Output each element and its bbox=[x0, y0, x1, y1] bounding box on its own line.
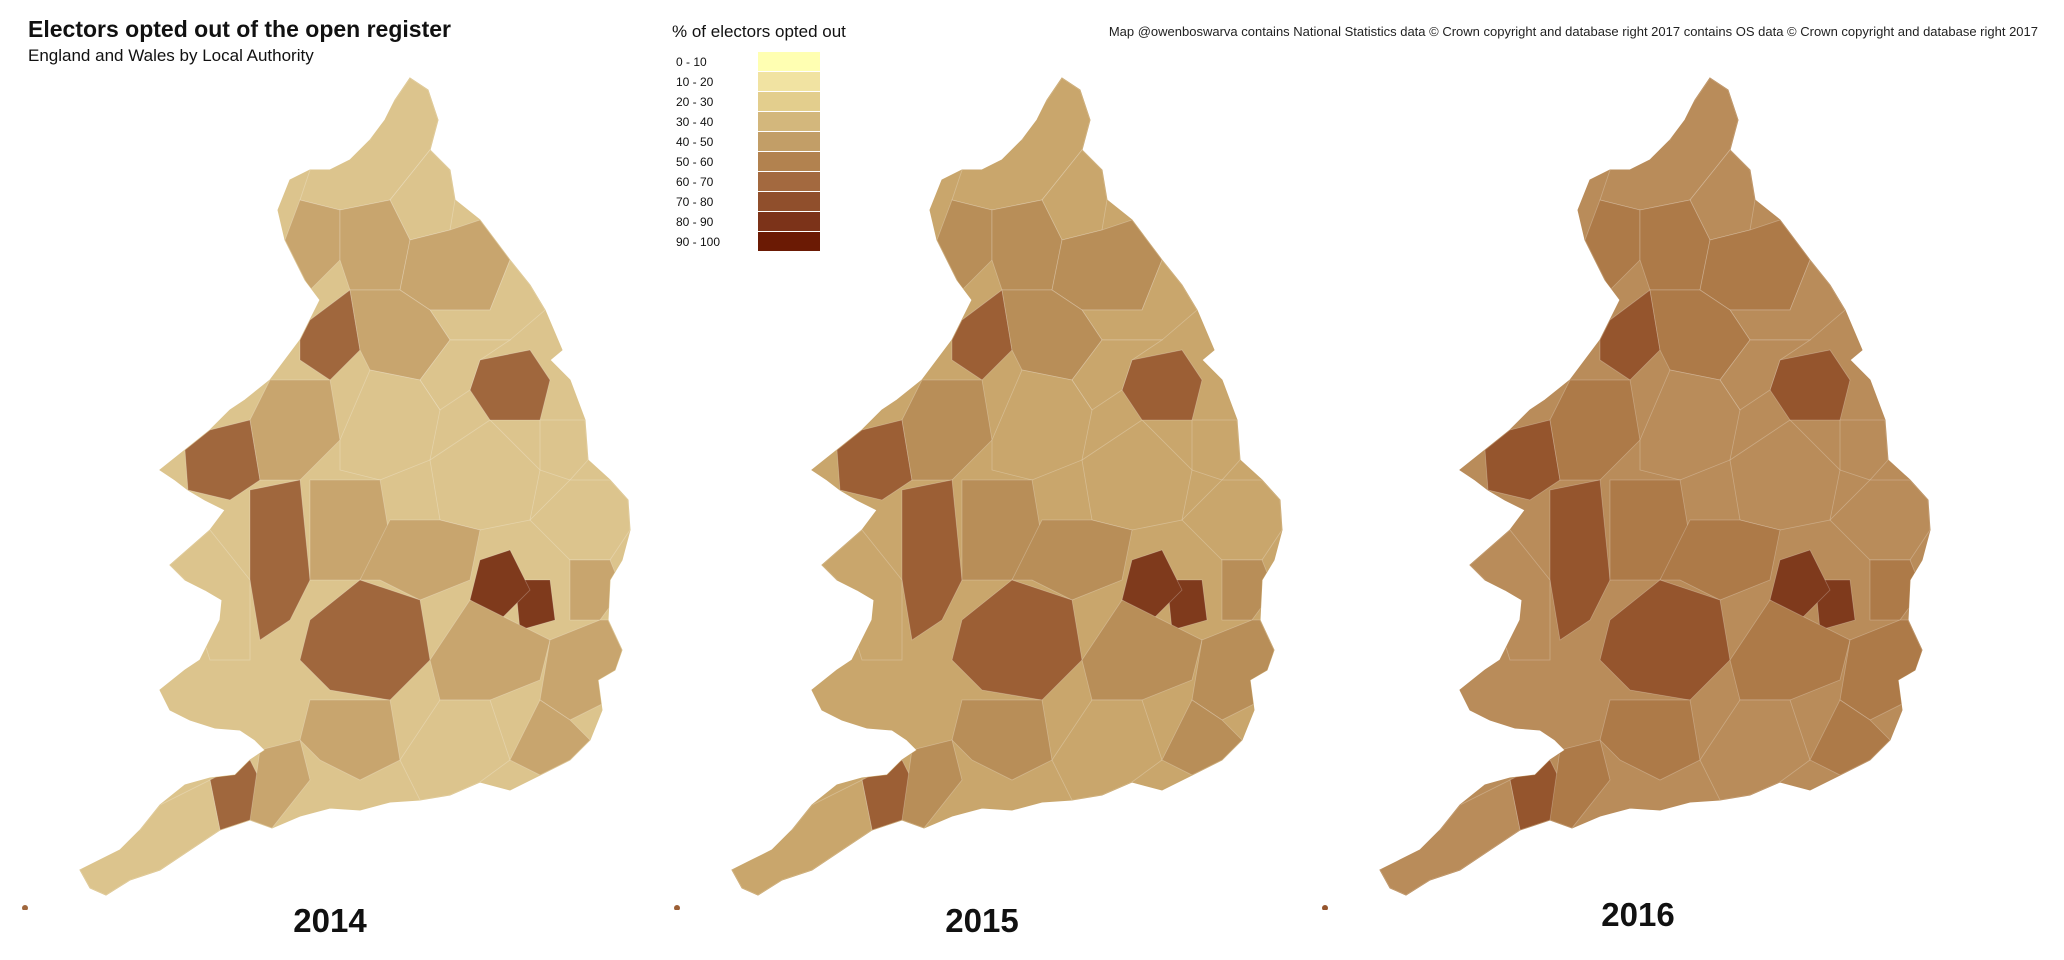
legend-swatch bbox=[758, 232, 820, 252]
legend: % of electors opted out 0 - 10 10 - 20 20 … bbox=[672, 22, 846, 252]
legend-item-label: 30 - 40 bbox=[676, 115, 714, 129]
isles-of-scilly bbox=[674, 905, 680, 910]
legend-item: 80 - 90 bbox=[672, 212, 846, 232]
local-authority-region bbox=[1839, 419, 1889, 481]
local-authority-region bbox=[951, 579, 1083, 701]
legend-item-label: 70 - 80 bbox=[676, 195, 714, 209]
local-authority-region bbox=[991, 369, 1093, 481]
legend-swatch bbox=[758, 152, 820, 172]
legend-item: 20 - 30 bbox=[672, 92, 846, 112]
local-authority-region bbox=[539, 419, 589, 481]
legend-item-label: 40 - 50 bbox=[676, 135, 714, 149]
legend-item: 90 - 100 bbox=[672, 232, 846, 252]
local-authority-region bbox=[1769, 549, 1831, 621]
legend-item: 40 - 50 bbox=[672, 132, 846, 152]
local-authority-region bbox=[732, 779, 873, 895]
legend-swatch bbox=[758, 172, 820, 192]
legend-swatch bbox=[758, 212, 820, 232]
legend-swatch bbox=[758, 132, 820, 152]
legend-swatch bbox=[758, 72, 820, 92]
map-credit: Map @owenboswarva contains National Stat… bbox=[1108, 24, 2038, 39]
local-authority-region bbox=[1161, 699, 1243, 776]
legend-item: 10 - 20 bbox=[672, 72, 846, 92]
local-authority-region bbox=[509, 699, 591, 776]
legend-swatch bbox=[758, 112, 820, 132]
local-authority-region bbox=[1380, 779, 1521, 895]
year-label: 2015 bbox=[945, 902, 1019, 939]
legend-swatch bbox=[758, 92, 820, 112]
choropleth-map-2016 bbox=[1322, 77, 1931, 910]
local-authority-region bbox=[469, 549, 531, 621]
legend-item-label: 10 - 20 bbox=[676, 75, 714, 89]
legend-swatch bbox=[758, 52, 820, 72]
choropleth-map-2014 bbox=[22, 77, 631, 910]
local-authority-region bbox=[1121, 549, 1183, 621]
legend-rows: 0 - 10 10 - 20 20 - 30 30 - 40 40 - 50 50 - 6… bbox=[672, 52, 846, 252]
legend-item: 0 - 10 bbox=[672, 52, 846, 72]
legend-item: 70 - 80 bbox=[672, 192, 846, 212]
local-authority-region bbox=[249, 739, 311, 829]
local-authority-region bbox=[80, 779, 221, 895]
local-authority-region bbox=[1639, 369, 1741, 481]
local-authority-region bbox=[1659, 519, 1781, 601]
local-authority-region bbox=[299, 579, 431, 701]
map-title: Electors opted out of the open register bbox=[28, 16, 451, 42]
legend-item-label: 60 - 70 bbox=[676, 175, 714, 189]
legend-item: 50 - 60 bbox=[672, 152, 846, 172]
legend-item-label: 0 - 10 bbox=[676, 55, 707, 69]
year-label: 2014 bbox=[293, 902, 367, 939]
legend-title: % of electors opted out bbox=[672, 22, 846, 41]
local-authority-region bbox=[1011, 519, 1133, 601]
legend-item: 30 - 40 bbox=[672, 112, 846, 132]
authority-regions bbox=[1380, 78, 1930, 895]
map-subtitle: England and Wales by Local Authority bbox=[28, 46, 314, 65]
local-authority-region bbox=[1599, 579, 1731, 701]
authority-regions bbox=[80, 78, 630, 895]
legend-item-label: 80 - 90 bbox=[676, 215, 714, 229]
isles-of-scilly bbox=[1322, 905, 1328, 910]
legend-item-label: 50 - 60 bbox=[676, 155, 714, 169]
isles-of-scilly bbox=[22, 905, 28, 910]
legend-item-label: 20 - 30 bbox=[676, 95, 714, 109]
choropleth-map-2015 bbox=[674, 77, 1283, 910]
authority-regions bbox=[732, 78, 1282, 895]
local-authority-region bbox=[1549, 739, 1611, 829]
legend-item-label: 90 - 100 bbox=[676, 235, 721, 249]
local-authority-region bbox=[901, 739, 963, 829]
local-authority-region bbox=[1191, 419, 1241, 481]
local-authority-region bbox=[359, 519, 481, 601]
local-authority-region bbox=[339, 369, 441, 481]
local-authority-region bbox=[1809, 699, 1891, 776]
legend-item: 60 - 70 bbox=[672, 172, 846, 192]
legend-swatch bbox=[758, 192, 820, 212]
year-label: 2016 bbox=[1601, 896, 1675, 933]
